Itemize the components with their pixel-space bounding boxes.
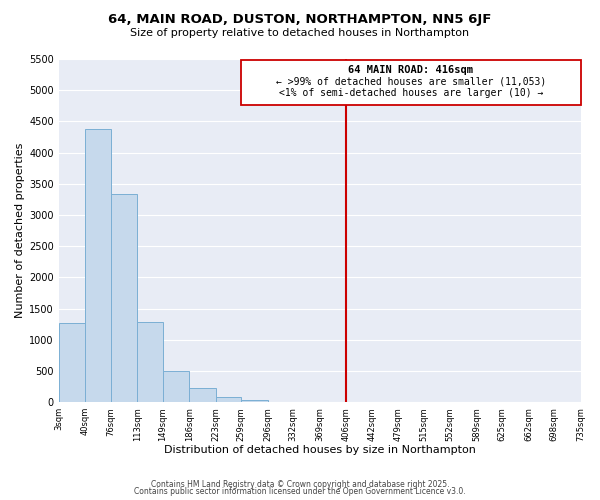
Text: 64, MAIN ROAD, DUSTON, NORTHAMPTON, NN5 6JF: 64, MAIN ROAD, DUSTON, NORTHAMPTON, NN5 … [109, 12, 491, 26]
Text: Contains public sector information licensed under the Open Government Licence v3: Contains public sector information licen… [134, 487, 466, 496]
Bar [189, 388, 215, 402]
Text: Contains HM Land Registry data © Crown copyright and database right 2025.: Contains HM Land Registry data © Crown c… [151, 480, 449, 489]
Bar [59, 323, 85, 402]
FancyBboxPatch shape [241, 60, 581, 105]
Bar [137, 322, 163, 402]
Bar [241, 400, 268, 402]
Y-axis label: Number of detached properties: Number of detached properties [15, 143, 25, 318]
Text: Size of property relative to detached houses in Northampton: Size of property relative to detached ho… [130, 28, 470, 38]
Text: ← >99% of detached houses are smaller (11,053): ← >99% of detached houses are smaller (1… [276, 76, 546, 86]
Bar [163, 371, 189, 402]
Bar [85, 130, 111, 402]
Bar [111, 194, 137, 402]
Bar [215, 398, 241, 402]
Text: <1% of semi-detached houses are larger (10) →: <1% of semi-detached houses are larger (… [278, 88, 543, 98]
Text: 64 MAIN ROAD: 416sqm: 64 MAIN ROAD: 416sqm [349, 64, 473, 74]
X-axis label: Distribution of detached houses by size in Northampton: Distribution of detached houses by size … [164, 445, 476, 455]
